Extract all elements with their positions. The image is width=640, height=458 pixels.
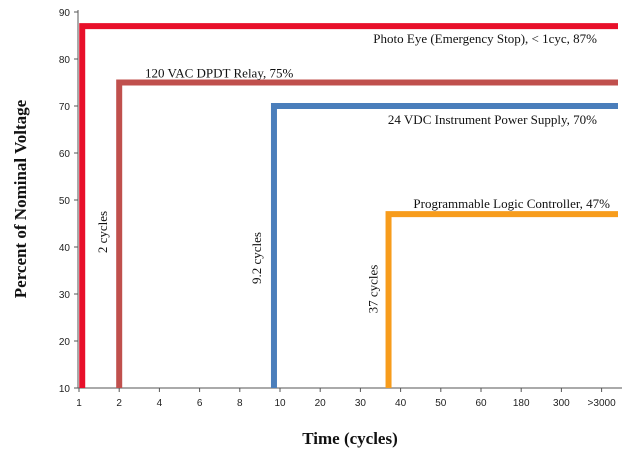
y-tick-label: 10 — [59, 384, 71, 395]
x-tick-label: 20 — [315, 398, 327, 409]
series-line — [270, 103, 618, 388]
series-label: Photo Eye (Emergency Stop), < 1cyc, 87% — [373, 31, 597, 46]
y-tick-label: 90 — [59, 8, 71, 19]
y-ticks: 10 20 30 40 50 60 70 80 90 — [59, 8, 78, 395]
duration-label: 9.2 cycles — [249, 232, 264, 284]
y-tick-label: 80 — [59, 55, 71, 66]
x-tick-label: 6 — [197, 398, 203, 409]
labels-group: Photo Eye (Emergency Stop), < 1cyc, 87% 1… — [95, 31, 610, 313]
series-label: 120 VAC DPDT Relay, 75% — [145, 66, 293, 81]
x-tick-label: 50 — [435, 398, 447, 409]
x-tick-label: 4 — [157, 398, 163, 409]
x-tick-label: 180 — [513, 398, 530, 409]
x-ticks: 1 2 4 6 8 10 20 30 40 50 60 180 300 >3000 — [76, 388, 616, 409]
series-group — [79, 23, 618, 388]
y-tick-label: 20 — [59, 337, 71, 348]
x-tick-label: >3000 — [588, 398, 617, 409]
series-line — [385, 211, 618, 388]
x-tick-label: 2 — [116, 398, 122, 409]
series-label: Programmable Logic Controller, 47% — [413, 196, 610, 211]
y-tick-label: 60 — [59, 149, 71, 160]
y-tick-label: 30 — [59, 290, 71, 301]
y-axis-title: Percent of Nominal Voltage — [11, 99, 30, 298]
y-tick-label: 70 — [59, 102, 71, 113]
x-tick-label: 300 — [553, 398, 570, 409]
x-tick-label: 30 — [355, 398, 367, 409]
x-axis-title: Time (cycles) — [302, 429, 398, 448]
x-tick-label: 1 — [76, 398, 82, 409]
series-line — [116, 79, 618, 388]
y-tick-label: 50 — [59, 196, 71, 207]
x-tick-label: 60 — [475, 398, 487, 409]
axes — [77, 10, 622, 389]
series-label: 24 VDC Instrument Power Supply, 70% — [388, 112, 597, 127]
x-tick-label: 40 — [395, 398, 407, 409]
x-tick-label: 10 — [274, 398, 286, 409]
series-line — [79, 23, 618, 388]
y-tick-label: 40 — [59, 243, 71, 254]
duration-label: 37 cycles — [366, 265, 381, 314]
x-tick-label: 8 — [237, 398, 243, 409]
duration-label: 2 cycles — [95, 211, 110, 253]
